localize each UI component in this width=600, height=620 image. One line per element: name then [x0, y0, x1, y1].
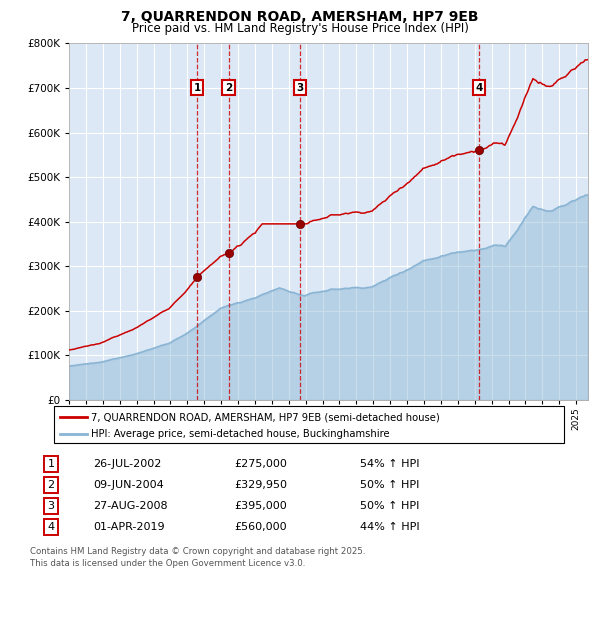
Text: 09-JUN-2004: 09-JUN-2004	[93, 480, 164, 490]
Text: 26-JUL-2002: 26-JUL-2002	[93, 459, 161, 469]
Text: 3: 3	[296, 82, 304, 92]
Text: 7, QUARRENDON ROAD, AMERSHAM, HP7 9EB (semi-detached house): 7, QUARRENDON ROAD, AMERSHAM, HP7 9EB (s…	[91, 412, 440, 422]
Text: 4: 4	[47, 522, 55, 532]
Text: 4: 4	[475, 82, 482, 92]
Text: £329,950: £329,950	[234, 480, 287, 490]
Text: 2: 2	[225, 82, 232, 92]
Text: 50% ↑ HPI: 50% ↑ HPI	[360, 480, 419, 490]
Text: 7, QUARRENDON ROAD, AMERSHAM, HP7 9EB: 7, QUARRENDON ROAD, AMERSHAM, HP7 9EB	[121, 11, 479, 24]
Text: £395,000: £395,000	[234, 501, 287, 511]
Text: £275,000: £275,000	[234, 459, 287, 469]
Text: Price paid vs. HM Land Registry's House Price Index (HPI): Price paid vs. HM Land Registry's House …	[131, 22, 469, 35]
Text: 54% ↑ HPI: 54% ↑ HPI	[360, 459, 419, 469]
Text: 2: 2	[47, 480, 55, 490]
Text: 1: 1	[193, 82, 200, 92]
Text: 44% ↑ HPI: 44% ↑ HPI	[360, 522, 419, 532]
Text: 3: 3	[47, 501, 55, 511]
Text: 50% ↑ HPI: 50% ↑ HPI	[360, 501, 419, 511]
Text: £560,000: £560,000	[234, 522, 287, 532]
Text: 01-APR-2019: 01-APR-2019	[93, 522, 164, 532]
Text: Contains HM Land Registry data © Crown copyright and database right 2025.
This d: Contains HM Land Registry data © Crown c…	[30, 547, 365, 568]
Text: 27-AUG-2008: 27-AUG-2008	[93, 501, 167, 511]
Text: HPI: Average price, semi-detached house, Buckinghamshire: HPI: Average price, semi-detached house,…	[91, 429, 390, 439]
Text: 1: 1	[47, 459, 55, 469]
